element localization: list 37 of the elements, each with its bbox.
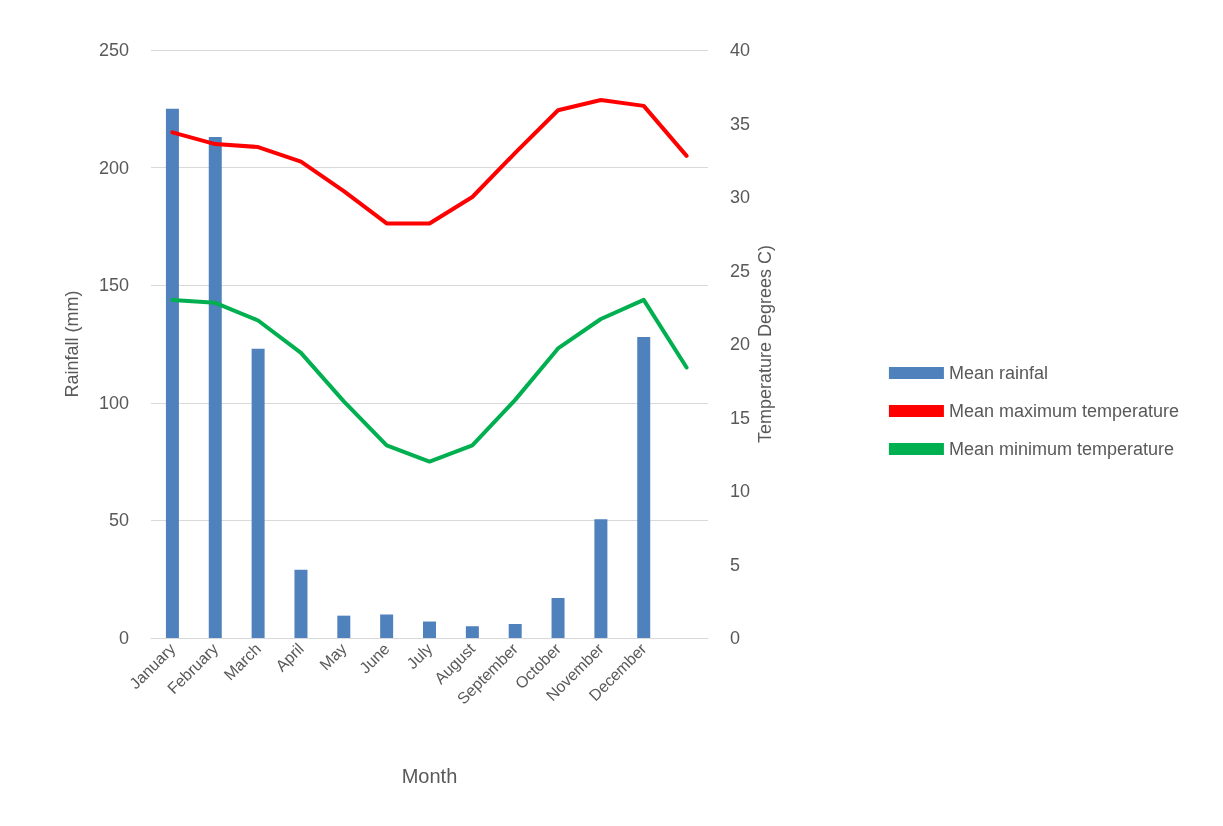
x-tick-label: May	[316, 639, 350, 674]
bar	[594, 519, 608, 638]
y-tick-label: 50	[108, 510, 129, 531]
y2-tick-label: 40	[730, 40, 751, 60]
legend-label: Mean maximum temperature	[948, 401, 1180, 421]
bar	[208, 137, 222, 638]
bar	[251, 348, 265, 638]
bar	[551, 598, 565, 638]
y2-tick-label: 30	[730, 187, 751, 207]
y2-tick-label: 25	[730, 260, 751, 281]
bar	[423, 621, 436, 638]
line-series	[170, 297, 689, 464]
legend-label: Mean minimum temperature	[948, 439, 1175, 459]
y-axis-title: Rainfall (mm)	[62, 290, 82, 398]
y-tick-label: 100	[98, 392, 129, 413]
bar	[465, 626, 479, 638]
y2-tick-label: 15	[730, 407, 751, 428]
y2-tick-label: 0	[730, 628, 741, 648]
y2-axis-title: Temperature Degrees C)	[755, 244, 775, 444]
bar	[508, 623, 522, 638]
bar	[337, 615, 351, 638]
x-axis-title: Month	[401, 765, 458, 787]
y-tick-label: 0	[118, 628, 129, 648]
y2-tick-label: 20	[730, 334, 751, 354]
y2-tick-label: 10	[730, 481, 751, 501]
bar	[294, 569, 308, 638]
y2-tick-label: 35	[730, 113, 751, 134]
line-series	[170, 97, 689, 226]
y-tick-label: 250	[98, 40, 129, 60]
y-tick-label: 200	[98, 157, 129, 178]
y2-tick-label: 5	[730, 554, 741, 575]
y-tick-label: 150	[98, 275, 129, 296]
x-tick-label: July	[403, 639, 436, 673]
bar	[380, 614, 394, 638]
legend-label: Mean rainfal	[948, 363, 1048, 383]
bar	[165, 108, 179, 638]
bar	[637, 336, 651, 638]
